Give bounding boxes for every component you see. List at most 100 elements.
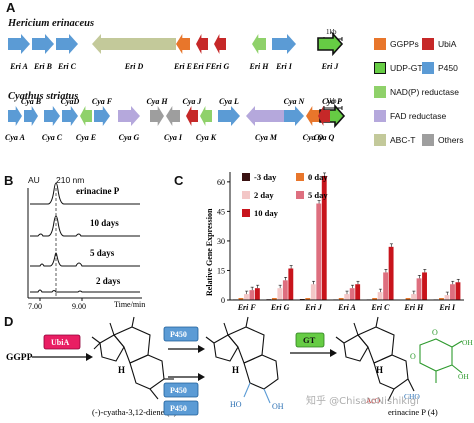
watermark: 知乎 @ChisatoNishikigi [306,396,419,407]
trace-2-days [30,289,140,293]
x-category-label: Eri A [337,303,356,310]
gene-label-cyac: Cya C [42,133,63,142]
ubia-enzyme-box [43,334,81,350]
gene-arrow-cyad [62,106,78,126]
gene-label-cyah: Cya H [146,97,168,106]
gene-label-cyaj: Cya J [183,97,203,106]
bar-erij-4 [321,175,327,300]
legend-item-fad-reductase: FAD reductase [374,110,446,122]
chart-legend-swatch [296,173,304,181]
compound-5-label: (-)-cyatha-3,12-diene (5) [92,407,177,417]
gt-enzyme-box [295,332,325,348]
p450-label-3: P450 [170,404,187,413]
gene-arrow-cyac [44,106,60,126]
bar-erij-3 [316,203,322,300]
legend-item-ggpps: GGPPs [374,38,419,50]
x-category-label: Eri C [370,303,390,310]
bar-erih-1 [405,298,411,300]
gene-arrow-cyae [80,106,92,126]
bar-eria-2 [344,294,350,300]
p450-label-2: P450 [170,386,187,395]
chart-legend-swatch [242,191,250,199]
chart-legend-label: -3 day [254,172,277,182]
bar-eric-1 [372,298,378,300]
legend-label: NAD(P) reductase [390,87,459,97]
legend-swatch [374,110,386,122]
x-tick-9: 9.00 [72,302,86,310]
gene-label-cyaq: Cya Q [314,133,335,142]
x-axis-label: Time/min [114,300,145,309]
bar-eric-2 [377,292,383,300]
legend-label: GGPPs [390,39,419,49]
legend-swatch [374,86,386,98]
bar-erih-3 [416,278,422,300]
intermediate-structure [205,316,279,390]
x-category-label: Eri J [304,303,323,310]
gene-arrow-cyah [150,106,164,126]
aco-label: AcO [366,396,381,405]
gene-label-erie: Eri E [173,62,192,71]
gene-label-erid: Eri D [124,62,144,71]
legend-label: UDP-GT [390,63,423,73]
p450-label-1: P450 [170,330,187,339]
x-tick-7: 7.00 [28,302,42,310]
legend-swatch [374,38,386,50]
panel-c-letter: C [174,173,184,188]
gene-label-eric: Eri C [57,62,77,71]
gene-arrow-cyab [24,106,38,126]
gene-arrow-eria [8,34,30,54]
chart-y-label: Relative Gene Expression [205,208,214,296]
trace-label-5-days: 5 days [90,248,115,258]
gene-arrow-erif [196,34,208,54]
y-tick-label: 15 [217,266,225,275]
x-category-label: Eri H [403,303,424,310]
species-name-hericium: Hericium erinaceus [8,18,95,29]
panel-b-letter: B [4,173,14,188]
legend-label: FAD reductase [390,111,447,121]
gene-arrow-cyai [166,106,180,126]
bar-erij-2 [310,284,316,300]
oh-label-int: OH [272,402,284,411]
gene-label-cyap: Cya P [322,97,342,106]
gene-arrow-cyaf [94,106,110,126]
trace-5-days [30,252,140,267]
legend-swatch [374,134,386,146]
oh-sugar-2: OH [458,372,469,381]
gene-label-cyal: Cya L [219,97,239,106]
oh-sugar-1: OH [462,338,473,347]
gene-label-cyab: Cya B [21,97,42,106]
ggpp-label: GGPP [6,353,33,363]
gene-arrow-cyaq [318,106,330,126]
gene-label-cyaf: Cya F [92,97,113,106]
bar-erif-3 [249,290,255,300]
gene-arrow-erii [272,34,296,54]
wavelength-label: 210 nm [56,175,85,185]
biosynthesis-pathway: GGPP UbiA H (-)-cyatha-3,12-diene (5) P4… [6,316,473,417]
gene-label-erif: Eri F [192,62,212,71]
ho-label-int: HO [230,400,242,409]
bar-erif-1 [238,298,244,300]
panel-d-letter: D [4,314,14,329]
compound-4-structure [335,316,415,402]
legend-swatch [422,134,434,146]
y-tick-label: 60 [217,178,225,187]
gene-label-erii: Eri I [275,62,293,71]
gene-label-cyae: Cya E [76,133,96,142]
gene-arrow-erib [32,34,54,54]
y-tick-label: 45 [217,207,225,216]
o-linker-label: O [410,352,416,361]
trace-label-2-days: 2 days [96,276,121,286]
gene-label-cyad: CyaD [61,97,80,106]
species-name-cyathus: Cyathus striatus [8,91,79,102]
bar-erig-4 [288,268,294,300]
legend-item-nad-p-reductase: NAD(P) reductase [374,86,459,98]
x-category-label: Eri F [237,303,257,310]
gene-cluster-diagram: 1kb 1kb Eri A Eri B Eri C Eri D Eri E Eri F Er… [5,28,346,142]
gt-label: GT [303,335,316,345]
gene-arrow-erie [176,34,190,54]
bar-erig-1 [271,298,277,300]
chart-legend-swatch [242,173,250,181]
gene-arrow-cyan [284,106,304,126]
gene-arrow-erig [214,34,226,54]
bar-erii-4 [455,282,461,300]
